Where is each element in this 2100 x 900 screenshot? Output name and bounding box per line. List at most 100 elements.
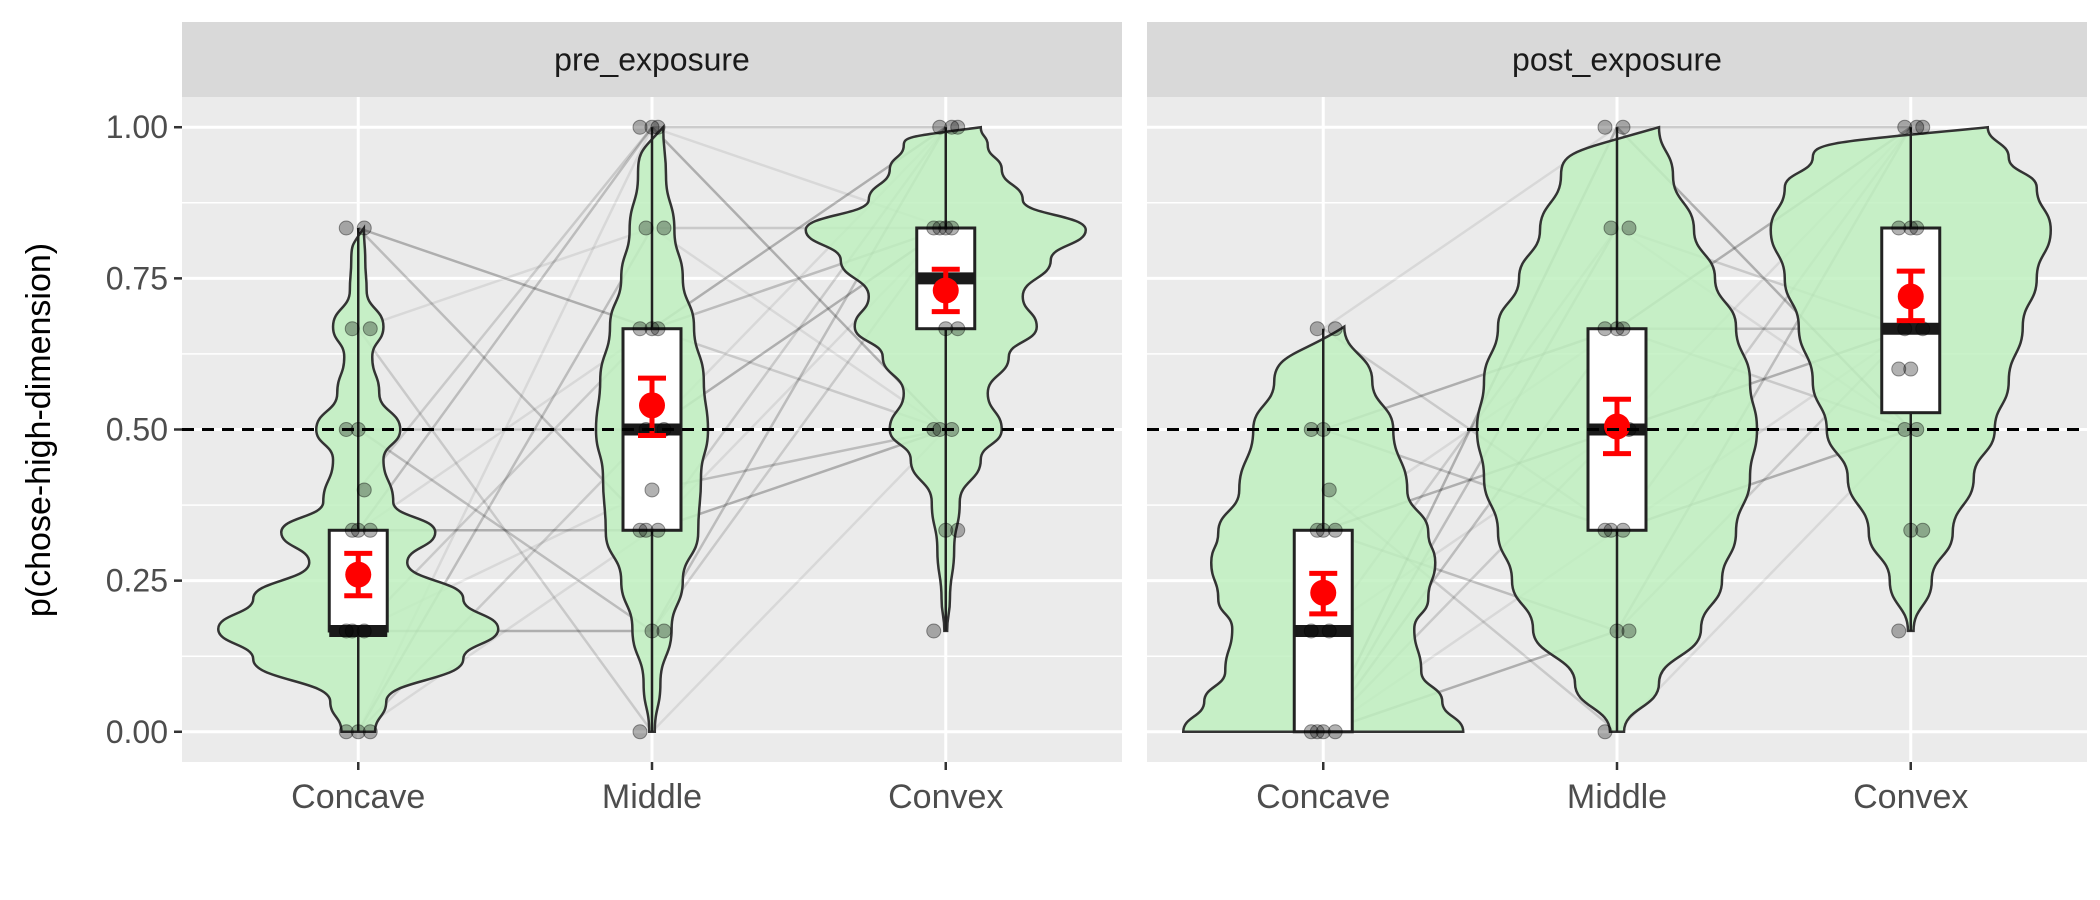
x-tick-label: Middle [602,778,702,816]
mean-ci [1603,396,1631,457]
y-tick-label: 0.50 [106,412,168,448]
data-point [926,220,942,236]
mean-point [1310,579,1337,606]
data-point [1321,623,1337,639]
strip-background [1147,22,2087,97]
y-tick-label: 0.00 [106,714,168,750]
panel-pre_exposure: pre_exposure Concave Middle Convex [182,22,1122,816]
data-point [344,522,360,538]
y-tick-label: 0.25 [106,563,168,599]
data-point [1609,321,1625,337]
data-point [1327,724,1343,740]
paired-line [651,226,947,431]
data-point [926,623,942,639]
data-point [650,119,666,135]
data-point [1609,623,1625,639]
data-point [362,522,378,538]
data-point [950,321,966,337]
data-point [644,482,660,498]
data-point [362,321,378,337]
data-point [632,522,648,538]
data-point [1321,482,1337,498]
data-point [644,623,660,639]
paired-line [357,226,653,330]
x-tick-label: Convex [888,778,1003,816]
data-point [1327,522,1343,538]
strip-background [182,22,1122,97]
data-point [338,220,354,236]
data-point [1909,119,1925,135]
data-point [1621,220,1637,236]
data-point [656,623,672,639]
data-point [344,321,360,337]
data-point [950,522,966,538]
data-point [1903,220,1919,236]
data-point [1903,522,1919,538]
data-point [938,220,954,236]
paired-line [357,428,653,633]
data-point [1891,623,1907,639]
data-point [638,522,654,538]
paired-line [357,126,654,532]
paired-line [651,428,947,733]
data-point [938,522,954,538]
data-point [1303,623,1319,639]
data-point [950,119,966,135]
y-axis: 0.00 0.25 0.50 0.75 1.00 [106,109,182,750]
data-point [1603,522,1619,538]
mean-ci [1896,268,1925,324]
data-point [938,321,954,337]
mean-ci [1309,570,1338,617]
data-point [1597,119,1613,135]
data-point [944,119,960,135]
data-point [932,119,948,135]
data-point [1615,119,1631,135]
strip-label: post_exposure [1512,42,1722,78]
panel-post_exposure: post_exposure Concave Middle Convex [1147,22,2087,816]
data-point [1315,724,1331,740]
mean-point [1604,413,1630,440]
y-axis-label: p(chose-high-dimension) [20,243,58,617]
data-point [1315,522,1331,538]
data-point [1597,724,1613,740]
data-point [1915,119,1931,135]
data-point [1309,724,1325,740]
data-point [1915,321,1931,337]
data-point [1915,522,1931,538]
data-point [338,623,354,639]
data-point [656,220,672,236]
x-tick-label: Concave [291,778,425,816]
mean-point [1897,283,1924,310]
mean-point [932,277,959,304]
data-point [1621,623,1637,639]
data-point [1327,321,1343,337]
data-point [1309,522,1325,538]
data-point [338,724,354,740]
data-point [632,119,648,135]
paired-line [357,226,653,330]
data-point [1603,220,1619,236]
data-point [632,724,648,740]
data-point [650,321,666,337]
data-point [350,522,366,538]
data-point [1891,361,1907,377]
data-point [1891,220,1907,236]
data-point [944,220,960,236]
data-point [632,321,648,337]
data-point [932,220,948,236]
data-point [1615,522,1631,538]
mean-point [639,392,665,419]
y-tick-label: 0.75 [106,260,168,296]
data-point [1615,321,1631,337]
mean-ci [638,375,666,439]
data-point [644,119,660,135]
paired-line [357,327,654,733]
data-point [1909,220,1925,236]
data-point [1897,119,1913,135]
data-point [362,724,378,740]
data-point [356,482,372,498]
data-point [638,220,654,236]
data-point [1597,321,1613,337]
x-tick-label: Middle [1567,778,1667,816]
